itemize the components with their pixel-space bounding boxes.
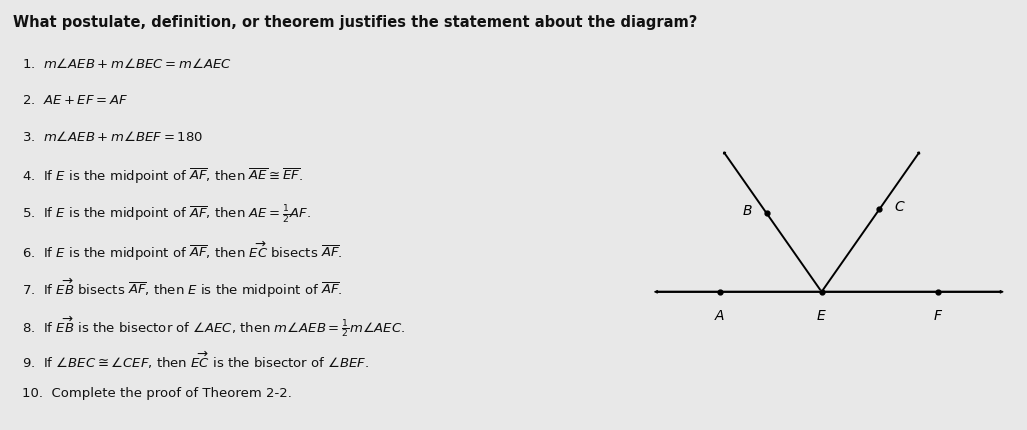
Text: $E$: $E$ bbox=[816, 309, 827, 322]
Text: $F$: $F$ bbox=[933, 309, 943, 322]
Text: 3.  $m\angle AEB + m\angle BEF = 180$: 3. $m\angle AEB + m\angle BEF = 180$ bbox=[23, 130, 203, 144]
Text: $B$: $B$ bbox=[741, 204, 752, 218]
Text: $A$: $A$ bbox=[715, 309, 726, 322]
Text: 5.  If $E$ is the midpoint of $\overline{AF}$, then $AE = \frac{1}{2}AF$.: 5. If $E$ is the midpoint of $\overline{… bbox=[23, 204, 312, 225]
Text: $C$: $C$ bbox=[893, 200, 906, 214]
Text: 9.  If $\angle BEC \cong \angle CEF$, then $\overrightarrow{EC}$ is the bisector: 9. If $\angle BEC \cong \angle CEF$, the… bbox=[23, 350, 370, 372]
Text: 7.  If $\overrightarrow{EB}$ bisects $\overline{AF}$, then $E$ is the midpoint o: 7. If $\overrightarrow{EB}$ bisects $\ov… bbox=[23, 277, 343, 300]
Text: 8.  If $\overrightarrow{EB}$ is the bisector of $\angle AEC$, then $m\angle AEB : 8. If $\overrightarrow{EB}$ is the bisec… bbox=[23, 313, 406, 338]
Text: What postulate, definition, or theorem justifies the statement about the diagram: What postulate, definition, or theorem j… bbox=[13, 15, 697, 30]
Text: 10.  Complete the proof of Theorem 2-2.: 10. Complete the proof of Theorem 2-2. bbox=[23, 387, 293, 400]
Text: 6.  If $E$ is the midpoint of $\overline{AF}$, then $\overrightarrow{EC}$ bisect: 6. If $E$ is the midpoint of $\overline{… bbox=[23, 240, 343, 264]
Text: 2.  $AE + EF = AF$: 2. $AE + EF = AF$ bbox=[23, 94, 128, 107]
Text: 1.  $m\angle AEB + m\angle BEC = m\angle AEC$: 1. $m\angle AEB + m\angle BEC = m\angle … bbox=[23, 57, 232, 71]
Text: 4.  If $E$ is the midpoint of $\overline{AF}$, then $\overline{AE} \cong \overli: 4. If $E$ is the midpoint of $\overline{… bbox=[23, 167, 304, 186]
